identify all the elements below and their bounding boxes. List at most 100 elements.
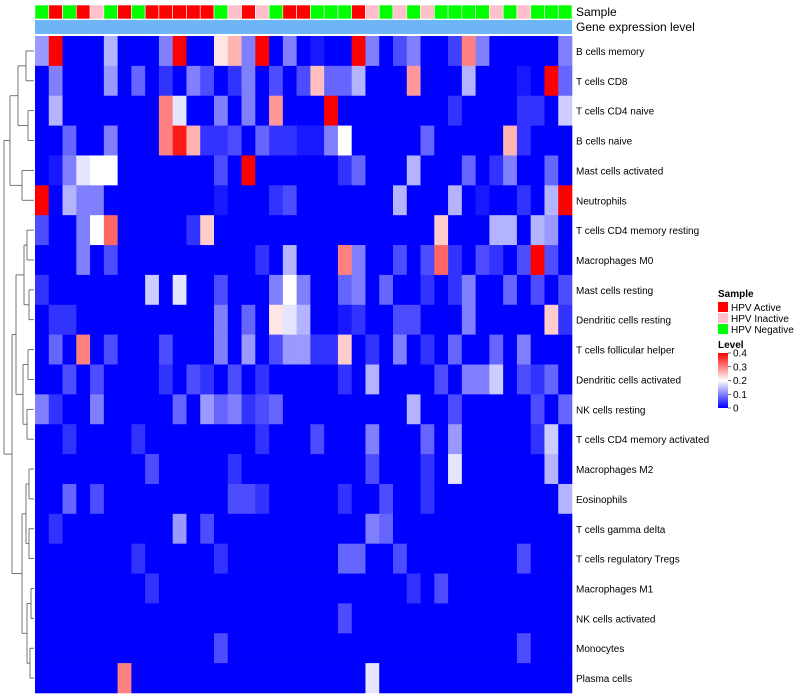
heatmap-cell (475, 334, 490, 365)
heatmap-cell (158, 364, 173, 395)
heatmap-cell (544, 633, 559, 664)
heatmap-cell (255, 36, 270, 67)
heatmap-cell (200, 663, 215, 694)
heatmap-cell (475, 36, 490, 67)
heatmap-cell (62, 95, 77, 126)
heatmap-cell (131, 304, 146, 335)
heatmap-cell (145, 304, 160, 335)
heatmap-cell (241, 663, 256, 694)
legend-sample-swatch (718, 324, 728, 334)
heatmap-cell (503, 215, 518, 246)
heatmap-cell (461, 633, 476, 664)
heatmap-cell (337, 245, 352, 276)
heatmap-cell (324, 125, 339, 156)
heatmap-cell (227, 483, 242, 515)
heatmap-cell (434, 155, 449, 186)
heatmap-cell (62, 245, 77, 276)
heatmap-cell (544, 304, 559, 335)
heatmap-cell (76, 125, 91, 156)
heatmap-cell (269, 125, 284, 156)
heatmap-cell (214, 633, 229, 664)
row-label: Mast cells resting (576, 286, 653, 297)
heatmap-cell (282, 245, 297, 276)
heatmap-cell (365, 394, 380, 425)
heatmap-cell (282, 543, 297, 574)
heatmap-cell (544, 513, 559, 544)
heatmap-cell (103, 633, 118, 664)
heatmap-cell (379, 364, 394, 395)
heatmap-cell (186, 543, 201, 574)
legend-sample-entry: HPV Negative (731, 325, 794, 336)
heatmap-cell (503, 663, 518, 694)
heatmap-cell (365, 36, 380, 67)
heatmap-cell (475, 543, 490, 574)
heatmap-cell (296, 663, 311, 694)
heatmap-cell (337, 304, 352, 335)
heatmap-cell (310, 155, 325, 186)
heatmap-cell (145, 185, 160, 216)
heatmap-cell (117, 543, 132, 574)
heatmap-cell (406, 95, 421, 126)
heatmap-cell (90, 185, 105, 216)
heatmap-cell (131, 513, 146, 544)
heatmap-cell (214, 573, 229, 604)
heatmap-cell (379, 95, 394, 126)
heatmap-cell (186, 483, 201, 515)
heatmap-cell (214, 424, 229, 455)
heatmap-cell (448, 483, 463, 515)
heatmap-cell (200, 394, 215, 425)
heatmap-cell (461, 274, 476, 306)
heatmap-cell (324, 95, 339, 126)
heatmap-cell (461, 603, 476, 634)
legend-level-tick-label: 0.4 (733, 349, 747, 360)
heatmap-cell (475, 125, 490, 156)
heatmap-cell (117, 36, 132, 67)
heatmap-cell (406, 304, 421, 335)
heatmap-cell (76, 155, 91, 186)
heatmap-cell (241, 125, 256, 156)
heatmap-cell (310, 663, 325, 694)
heatmap-cell (103, 274, 118, 306)
heatmap-cell (310, 36, 325, 67)
heatmap-cell (516, 125, 531, 156)
heatmap-cell (544, 663, 559, 694)
heatmap-cell (406, 573, 421, 604)
heatmap-cell (76, 513, 91, 544)
heatmap-cell (448, 513, 463, 544)
heatmap-cell (420, 36, 435, 67)
heatmap-cell (131, 394, 146, 425)
heatmap-cell (103, 36, 118, 67)
heatmap-cell (530, 394, 545, 425)
heatmap-cell (516, 245, 531, 276)
heatmap-cell (214, 65, 229, 97)
heatmap-cell (475, 424, 490, 455)
heatmap-cell (48, 394, 63, 425)
heatmap-cell (296, 304, 311, 335)
heatmap-cell (227, 633, 242, 664)
heatmap-cell (296, 245, 311, 276)
heatmap-cell (131, 543, 146, 574)
heatmap-cell (558, 125, 573, 156)
heatmap-cell (351, 215, 366, 246)
sample-annotation-cell (89, 4, 105, 20)
heatmap-cell (337, 155, 352, 186)
heatmap-cell (558, 364, 573, 395)
heatmap-cell (516, 603, 531, 634)
heatmap-cell (448, 424, 463, 455)
heatmap-cell (103, 125, 118, 156)
heatmap-cell (337, 185, 352, 216)
heatmap-cell (62, 36, 77, 67)
heatmap-cell (131, 603, 146, 634)
heatmap-cell (324, 185, 339, 216)
heatmap-cell (172, 483, 187, 515)
sample-annotation-cell (227, 4, 242, 20)
legend-level-gradient (718, 353, 728, 408)
heatmap-cell (489, 65, 504, 97)
heatmap-cell (434, 65, 449, 97)
heatmap-cell (158, 633, 173, 664)
heatmap-cell (310, 424, 325, 455)
heatmap-cell (227, 513, 242, 544)
heatmap-cell (393, 394, 408, 425)
heatmap-cell (282, 663, 297, 694)
heatmap-cell (35, 334, 50, 365)
